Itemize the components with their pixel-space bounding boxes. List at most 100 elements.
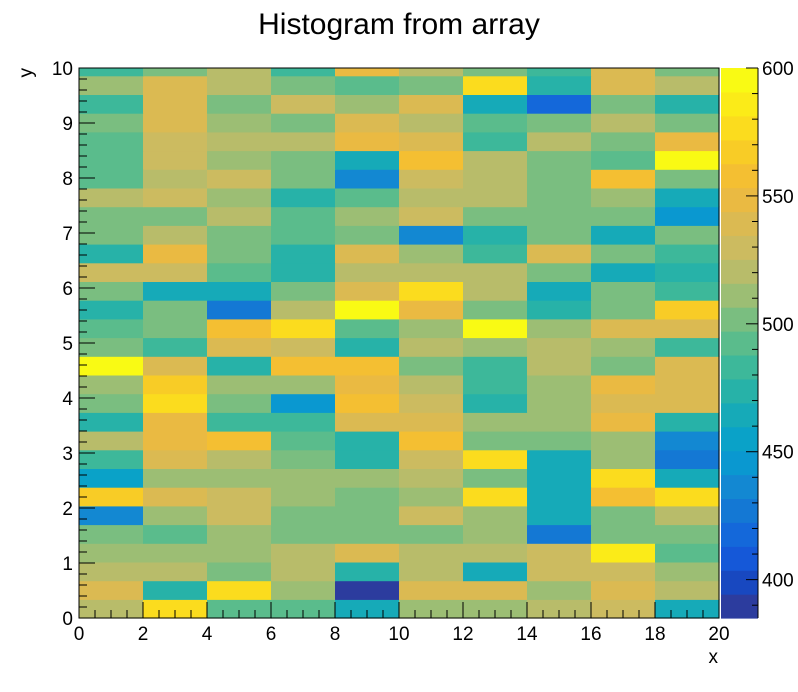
heatmap-cell — [527, 561, 592, 582]
heatmap-cell — [527, 543, 592, 563]
y-tick-label: 7 — [62, 224, 73, 245]
heatmap-cell — [527, 68, 592, 77]
heatmap-cell — [463, 169, 528, 189]
heatmap-cell — [207, 169, 272, 189]
heatmap-cell — [463, 374, 528, 395]
heatmap-cell — [79, 412, 144, 432]
x-tick-label: 20 — [708, 624, 729, 645]
y-axis: 0 1 2 3 4 5 6 7 8 9 10 — [52, 59, 95, 630]
heatmap-cell — [143, 244, 208, 264]
heatmap-cell — [527, 206, 592, 226]
heatmap-cell — [591, 561, 656, 582]
heatmap-cell — [271, 281, 336, 301]
heatmap-cell — [463, 281, 528, 301]
heatmap-cell — [527, 318, 592, 339]
heatmap-cell — [399, 300, 464, 320]
heatmap-cell — [399, 505, 464, 526]
heatmap-cell — [399, 169, 464, 189]
heatmap-cell — [207, 225, 272, 245]
color-scale-band — [721, 211, 758, 236]
z-tick-label: 500 — [762, 315, 794, 336]
heatmap-cell — [207, 300, 272, 320]
heatmap-cell — [399, 468, 464, 488]
heatmap-cell — [463, 206, 528, 226]
heatmap-cell — [591, 75, 656, 95]
x-tick-label: 14 — [516, 624, 538, 645]
heatmap-cell — [207, 468, 272, 488]
heatmap-cell — [143, 187, 208, 208]
color-scale-band — [721, 498, 758, 523]
heatmap-cell — [399, 449, 464, 469]
heatmap-cell — [527, 356, 592, 376]
heatmap-cell — [399, 337, 464, 357]
heatmap-cell — [271, 68, 336, 77]
heatmap-cell — [399, 561, 464, 582]
x-tick-label: 8 — [330, 624, 341, 645]
heatmap-cell — [271, 393, 336, 413]
heatmap-cell — [655, 187, 720, 208]
heatmap-cell — [143, 318, 208, 339]
heatmap-cell — [463, 487, 528, 507]
color-scale-band — [721, 378, 758, 404]
color-scale-band — [721, 426, 758, 452]
heatmap-cell — [207, 393, 272, 413]
heatmap-cell — [591, 244, 656, 264]
heatmap-cell — [207, 131, 272, 152]
y-tick-label: 8 — [62, 169, 73, 190]
heatmap-cell — [79, 150, 144, 170]
color-scale-band — [721, 402, 758, 428]
heatmap-cell — [79, 300, 144, 320]
heatmap-cell — [79, 94, 144, 114]
heatmap-cell — [335, 244, 400, 264]
heatmap-cell — [591, 187, 656, 208]
heatmap-cell — [655, 356, 720, 376]
heatmap-cell — [399, 113, 464, 133]
heatmap-cell — [271, 300, 336, 320]
heatmap-cell — [335, 187, 400, 208]
heatmap-cell — [207, 68, 272, 77]
heatmap-cell — [271, 468, 336, 488]
heatmap-cell — [527, 412, 592, 432]
x-tick-label: 6 — [266, 624, 277, 645]
heatmap-cell — [207, 150, 272, 170]
heatmap-cell — [591, 487, 656, 507]
heatmap-cell — [655, 68, 720, 77]
heatmap-cell — [271, 150, 336, 170]
z-tick-label: 550 — [762, 187, 794, 208]
heatmap-cell — [591, 468, 656, 488]
heatmap-cell — [527, 524, 592, 544]
heatmap-cell — [143, 449, 208, 469]
heatmap-cell — [207, 75, 272, 95]
heatmap-cell — [335, 524, 400, 544]
color-scale-band — [721, 68, 758, 93]
heatmap-cell — [143, 356, 208, 376]
heatmap-cell — [399, 150, 464, 170]
heatmap-cell — [207, 580, 272, 600]
heatmap-cell — [335, 431, 400, 451]
heatmap-cell — [207, 113, 272, 133]
heatmap-cell — [79, 468, 144, 488]
heatmap-cell — [527, 393, 592, 413]
heatmap-cell — [143, 561, 208, 582]
heatmap-cell — [591, 505, 656, 526]
color-scale-band — [721, 450, 758, 476]
heatmap-cell — [655, 505, 720, 526]
color-scale-band — [721, 546, 758, 571]
heatmap-cell — [463, 113, 528, 133]
heatmap-cell — [655, 393, 720, 413]
heatmap-cell — [655, 281, 720, 301]
heatmap-cell — [271, 262, 336, 282]
heatmap-cell — [399, 393, 464, 413]
heatmap-cell — [207, 524, 272, 544]
heatmap-cell — [79, 187, 144, 208]
heatmap-cell — [271, 131, 336, 152]
heatmap-cell — [527, 505, 592, 526]
y-tick-label: 4 — [62, 389, 73, 410]
heatmap-cell — [271, 487, 336, 507]
heatmap-cell — [207, 505, 272, 526]
heatmap-cell — [591, 68, 656, 77]
heatmap-cell — [79, 206, 144, 226]
heatmap-cell — [527, 169, 592, 189]
heatmap-cell — [527, 487, 592, 507]
heatmap-cell — [527, 150, 592, 170]
